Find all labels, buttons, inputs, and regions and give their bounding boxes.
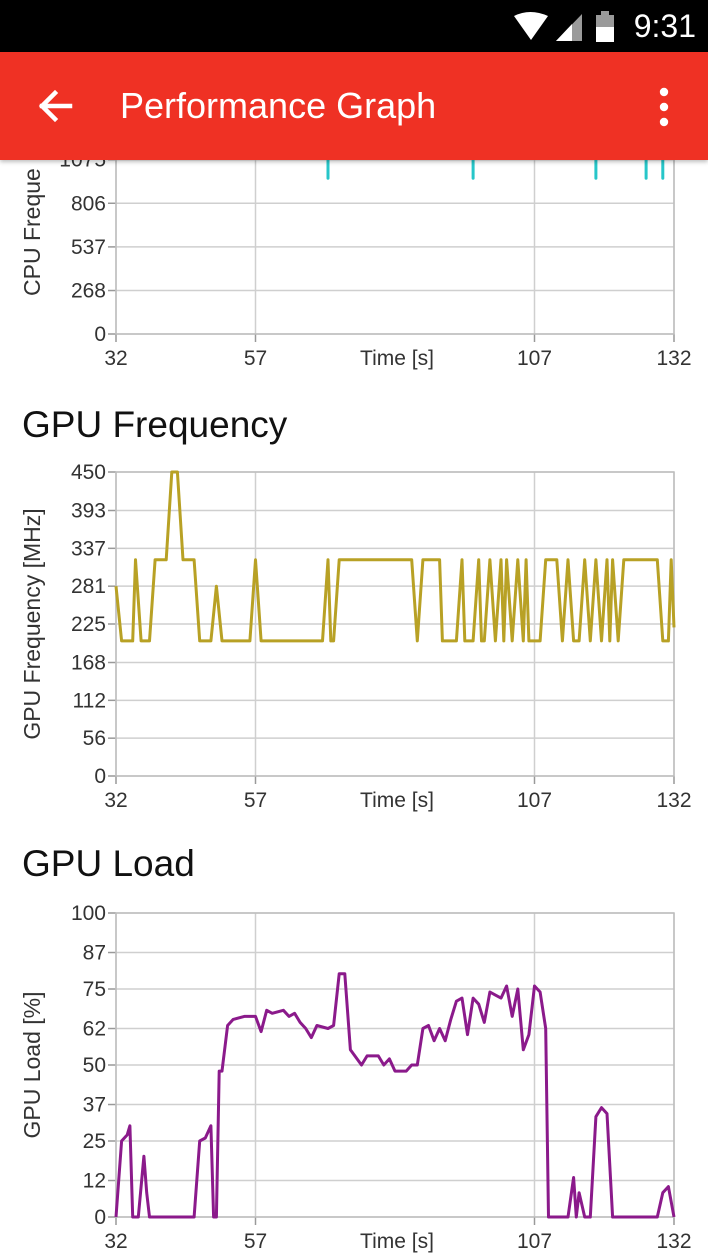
x-tick-label: 32 (104, 789, 127, 812)
x-tick-label: 57 (244, 789, 267, 812)
y-tick-label: 225 (71, 613, 106, 636)
back-button[interactable] (24, 76, 88, 136)
y-tick-label: 12 (83, 1170, 106, 1193)
x-tick-label: 32 (104, 347, 127, 370)
cell-signal-icon (556, 14, 582, 41)
y-tick-label: 806 (71, 192, 106, 215)
y-tick-label: 62 (83, 1018, 106, 1041)
y-tick-label: 87 (83, 942, 106, 965)
wifi-icon (514, 12, 548, 40)
series-line (326, 160, 665, 180)
x-axis-label: Time [s] (360, 1230, 434, 1253)
x-tick-label: 57 (244, 1230, 267, 1253)
plot-frame (115, 160, 675, 335)
y-tick-label: 1075 (59, 160, 106, 172)
series-line (114, 470, 676, 643)
y-tick-label: 56 (83, 727, 106, 750)
page-title: Performance Graph (120, 85, 437, 126)
graph-scroll-area[interactable]: 0 268 537 806 1075 32 57 107 132 Time [s] CPU Freq… (0, 160, 708, 1258)
x-tick-label: 107 (517, 347, 552, 370)
x-axis-label: Time [s] (360, 347, 434, 370)
y-tick-label: 393 (71, 500, 106, 523)
y-tick-label: 112 (73, 689, 106, 712)
y-tick-label: 0 (94, 323, 106, 346)
plot-frame (115, 912, 675, 1218)
y-tick-label: 168 (71, 652, 106, 675)
status-bar: 9:31 (0, 0, 708, 52)
x-tick-label: 132 (656, 1230, 691, 1253)
y-axis-label: CPU Freque (19, 168, 45, 296)
arrow-left-icon (38, 89, 73, 123)
chart-title: GPU Load (22, 843, 195, 884)
x-tick-label: 132 (656, 347, 691, 370)
more-vert-icon (659, 87, 669, 127)
x-tick-label: 57 (244, 347, 267, 370)
y-tick-label: 75 (83, 978, 106, 1001)
y-tick-label: 281 (71, 575, 106, 598)
y-tick-label: 337 (71, 537, 106, 560)
y-tick-label: 50 (83, 1054, 106, 1077)
chart-2: GPU Frequency 0 56 112 168 225 281 337 393 450 32 5… (19, 404, 692, 812)
y-tick-label: 37 (83, 1094, 106, 1117)
battery-icon (596, 11, 614, 42)
status-time: 9:31 (633, 8, 696, 44)
x-axis-label: Time [s] (360, 789, 434, 812)
x-tick-label: 107 (517, 1230, 552, 1253)
series-line (114, 972, 676, 1219)
x-tick-label: 132 (656, 789, 691, 812)
y-tick-label: 268 (71, 280, 106, 303)
y-axis-label: GPU Load [%] (19, 991, 45, 1138)
x-tick-label: 107 (517, 789, 552, 812)
y-tick-label: 450 (71, 461, 106, 484)
overflow-menu-button[interactable] (650, 82, 678, 132)
y-tick-label: 0 (94, 765, 106, 788)
y-axis-label: GPU Frequency [MHz] (19, 508, 45, 739)
chart-3: GPU Load 0 12 25 37 50 62 75 87 100 32 57 107 132 Time… (19, 843, 692, 1253)
x-tick-label: 32 (104, 1230, 127, 1253)
chart-1: 0 268 537 806 1075 32 57 107 132 Time [s] CPU Freq… (19, 160, 692, 370)
y-tick-label: 0 (94, 1206, 106, 1229)
chart-title: GPU Frequency (22, 404, 288, 445)
charts-canvas: 0 268 537 806 1075 32 57 107 132 Time [s] CPU Freq… (19, 160, 692, 1253)
y-tick-label: 100 (71, 902, 106, 925)
y-tick-label: 25 (83, 1130, 106, 1153)
y-tick-label: 537 (71, 236, 106, 259)
app-bar: Performance Graph (0, 52, 708, 160)
